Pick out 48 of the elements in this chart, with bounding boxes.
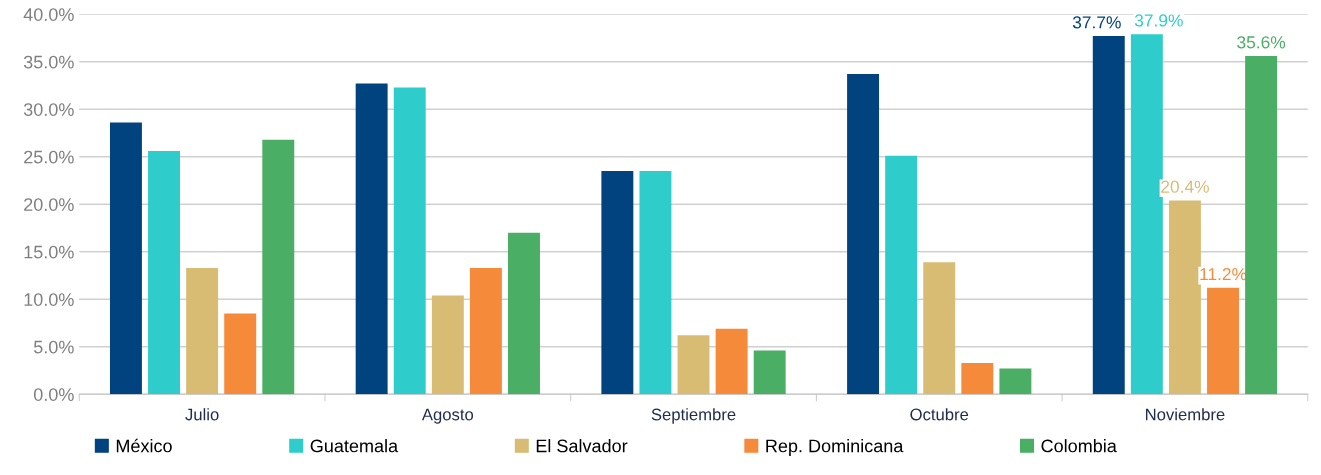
bar bbox=[677, 335, 710, 395]
bar bbox=[1092, 36, 1125, 395]
bar bbox=[186, 267, 219, 395]
data-label: 35.6% bbox=[1237, 36, 1286, 49]
legend-label: Colombia bbox=[1041, 439, 1117, 453]
bar bbox=[224, 313, 257, 395]
bar bbox=[109, 122, 142, 395]
legend-label: Rep. Dominicana bbox=[766, 439, 904, 456]
y-tick-label: 25.0% bbox=[24, 150, 74, 164]
bar bbox=[431, 295, 464, 395]
bar bbox=[999, 368, 1032, 395]
bar bbox=[393, 87, 426, 395]
y-tick-label: 5.0% bbox=[33, 340, 74, 354]
x-tick-label: Agosto bbox=[421, 408, 474, 424]
bar bbox=[262, 139, 295, 395]
x-tick-label: Septiembre bbox=[651, 408, 736, 424]
bar bbox=[1168, 200, 1201, 395]
bar bbox=[961, 362, 994, 395]
y-tick-label: 35.0% bbox=[23, 55, 74, 69]
bar bbox=[923, 262, 956, 395]
bar bbox=[1130, 34, 1163, 395]
y-tick-label: 15.0% bbox=[24, 245, 74, 259]
bar bbox=[601, 171, 634, 395]
data-label: 20.4% bbox=[1161, 180, 1209, 193]
data-label: 37.9% bbox=[1134, 14, 1183, 27]
bar bbox=[508, 232, 540, 395]
legend-label: El Salvador bbox=[536, 439, 628, 453]
y-tick-label: 0.0% bbox=[33, 388, 74, 401]
bar bbox=[715, 328, 748, 395]
bar bbox=[1207, 287, 1239, 395]
legend-label: México bbox=[116, 438, 172, 453]
legend-label: Guatemala bbox=[310, 439, 399, 453]
x-tick-label: Julio bbox=[185, 408, 219, 421]
bar bbox=[148, 151, 180, 395]
bar bbox=[469, 267, 502, 395]
y-tick-label: 40.0% bbox=[23, 8, 74, 21]
x-tick-label: Octubre bbox=[910, 408, 969, 421]
bar bbox=[355, 83, 388, 395]
bar bbox=[847, 74, 880, 395]
y-tick-label: 30.0% bbox=[23, 103, 74, 116]
data-label: 37.7% bbox=[1072, 16, 1121, 29]
bar bbox=[639, 171, 672, 395]
bar bbox=[753, 350, 786, 395]
y-tick-label: 20.0% bbox=[24, 198, 74, 211]
bar bbox=[1245, 56, 1278, 395]
y-tick-label: 10.0% bbox=[24, 293, 74, 306]
x-tick-label: Noviembre bbox=[1146, 408, 1225, 421]
bar bbox=[885, 155, 918, 395]
